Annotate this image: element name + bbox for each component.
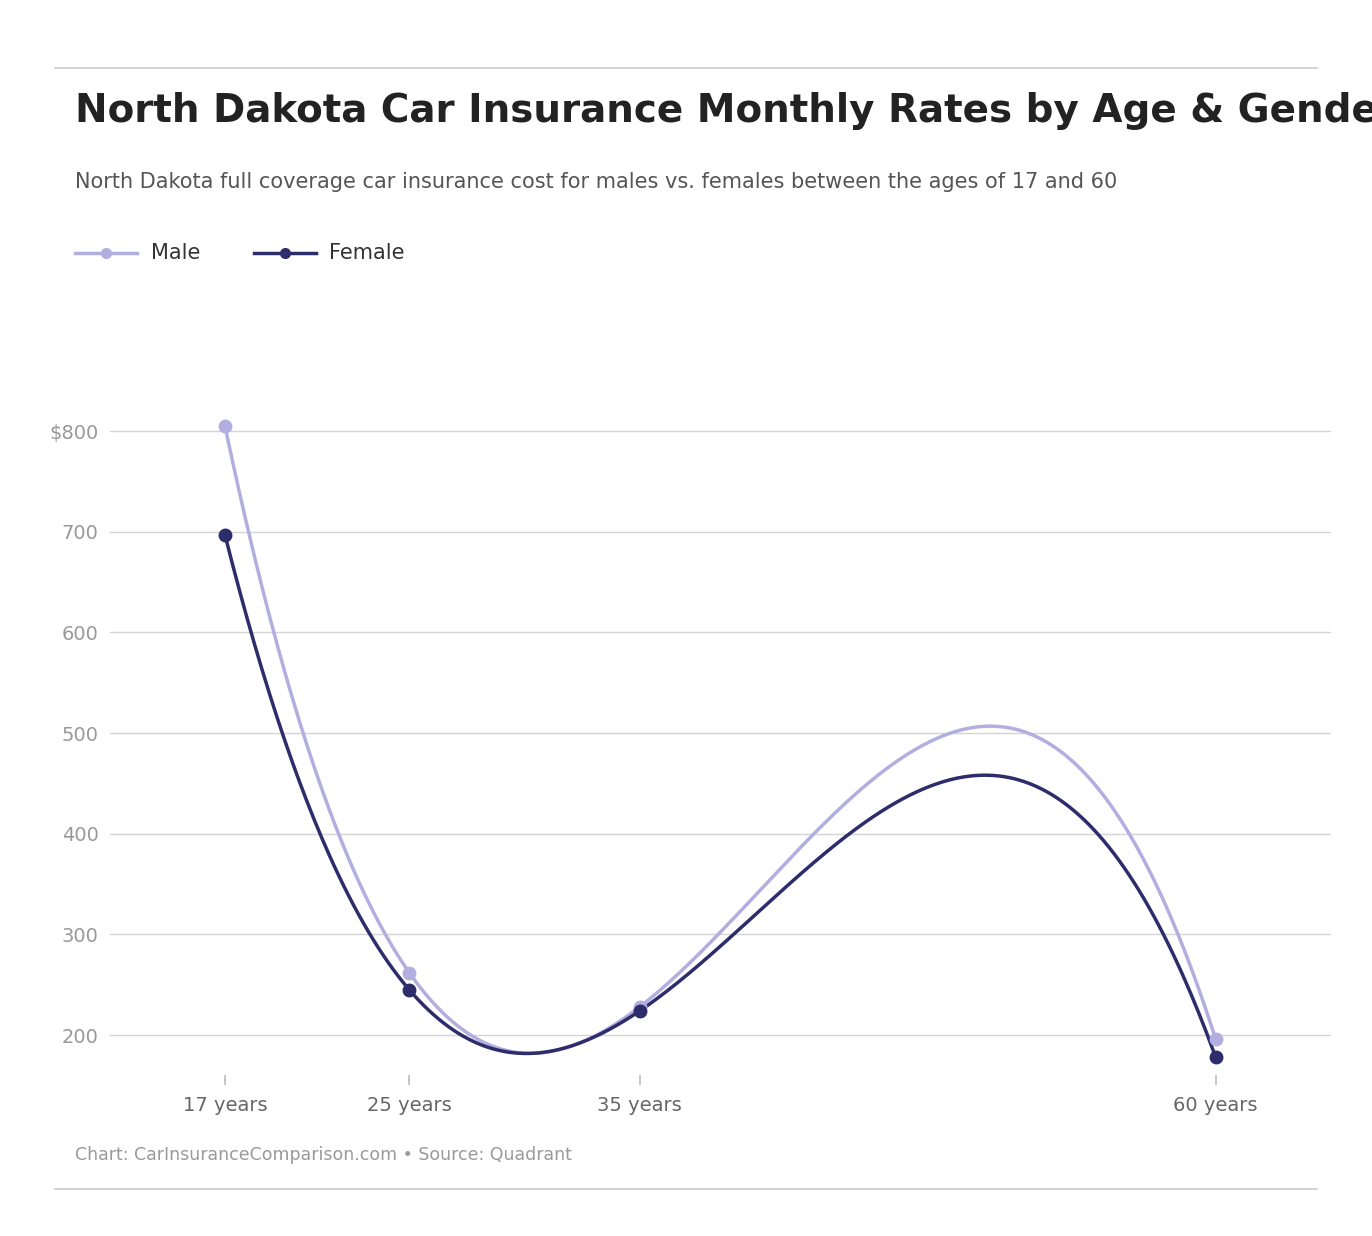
Text: Female: Female — [329, 243, 405, 263]
Text: Chart: CarInsuranceComparison.com • Source: Quadrant: Chart: CarInsuranceComparison.com • Sour… — [75, 1146, 572, 1164]
Text: North Dakota Car Insurance Monthly Rates by Age & Gender: North Dakota Car Insurance Monthly Rates… — [75, 91, 1372, 130]
Text: Male: Male — [151, 243, 200, 263]
Text: North Dakota full coverage car insurance cost for males vs. females between the : North Dakota full coverage car insurance… — [75, 172, 1118, 192]
